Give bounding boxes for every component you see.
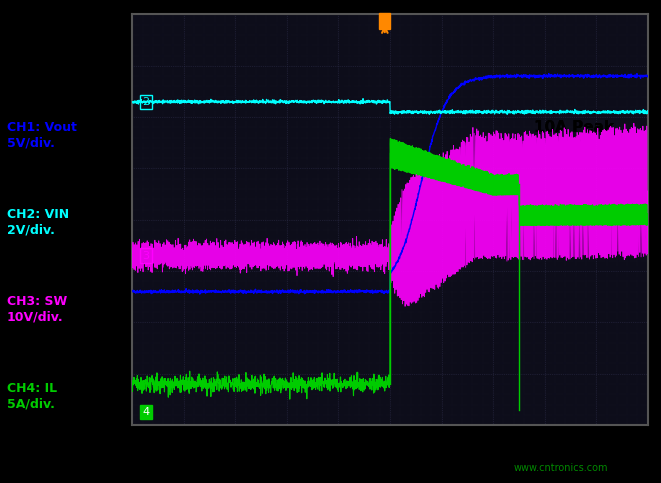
Text: CH4: IL
5A/div.: CH4: IL 5A/div. [7,382,57,410]
Text: 3: 3 [143,251,149,261]
Text: CH2: VIN
2V/div.: CH2: VIN 2V/div. [7,208,69,236]
Text: 10A Peak: 10A Peak [534,120,615,135]
Text: 10A Peak: 10A Peak [534,120,615,135]
Text: 4: 4 [143,407,149,417]
Text: 2: 2 [143,97,149,107]
Text: www.cntronics.com: www.cntronics.com [514,463,608,473]
Text: CH1: Vout
5V/div.: CH1: Vout 5V/div. [7,121,77,149]
Text: 100ms/div.: 100ms/div. [289,449,372,464]
Text: T: T [381,14,389,28]
Text: CH3: SW
10V/div.: CH3: SW 10V/div. [7,295,67,323]
